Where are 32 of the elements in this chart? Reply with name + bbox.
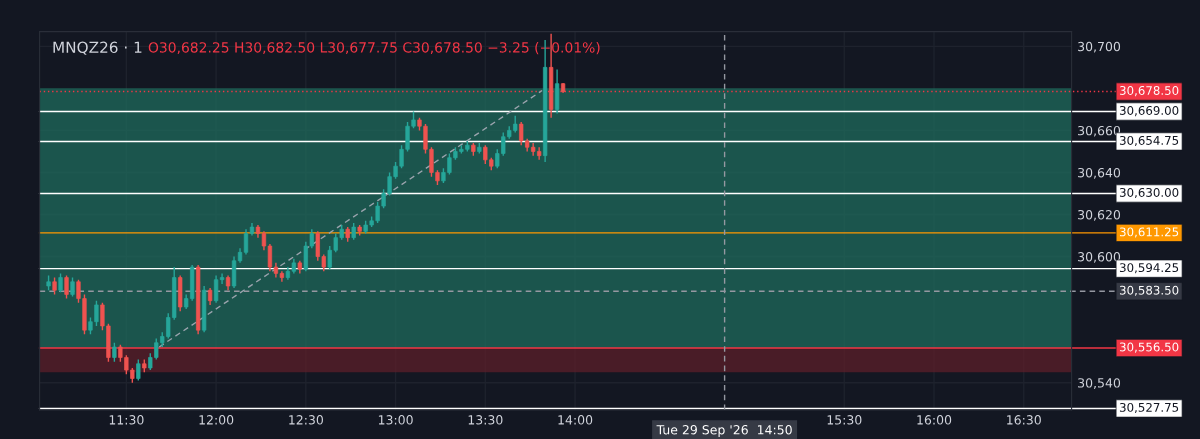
ref-line-label: 30,556.50 [1119,342,1179,353]
x-tick-label: 16:00 [917,415,952,425]
x-tick-label: 12:00 [199,415,234,425]
y-tick-label: 30,640 [1078,167,1121,179]
x-tick-label: 11:30 [109,415,144,425]
candlestick [64,274,69,300]
x-tick-label: 12:30 [289,415,324,425]
ref-line-label: 30,594.25 [1119,263,1179,274]
y-tick-label: 30,620 [1078,209,1121,221]
y-tick-label: 30,540 [1078,378,1121,389]
x-tick-label: 15:30 [827,415,862,425]
x-tick-label: 13:30 [468,415,503,425]
ref-line-label: 30,678.50 [1119,86,1179,97]
ref-line-label: 30,630.00 [1119,187,1179,199]
ref-line-label: 30,611.25 [1119,227,1179,238]
ref-line-label: Tue 29 Sep '26 14:50 [656,425,792,437]
candlestick [112,342,117,363]
x-tick-label: 16:30 [1007,415,1041,425]
x-tick-label: 13:00 [378,415,413,425]
candlestick [58,272,63,293]
candlestick [243,228,249,256]
y-tick-label: 30,600 [1078,252,1121,263]
y-tick-label: 30,700 [1078,41,1121,53]
ref-line-label: 30,583.50 [1119,285,1179,296]
ref-line-label: 30,527.75 [1119,402,1179,414]
text: MNQZ26 · 1 [53,41,142,55]
candlestick [136,358,141,382]
y-tick-label: 30,660 [1078,125,1121,137]
ref-line-label: 30,654.75 [1119,135,1179,147]
x-tick-label: 14:00 [558,415,593,425]
ref-line-label: 30,669.00 [1119,105,1179,117]
candlestick [70,276,75,298]
